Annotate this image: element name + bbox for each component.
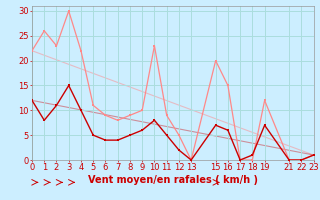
- X-axis label: Vent moyen/en rafales ( km/h ): Vent moyen/en rafales ( km/h ): [88, 175, 258, 185]
